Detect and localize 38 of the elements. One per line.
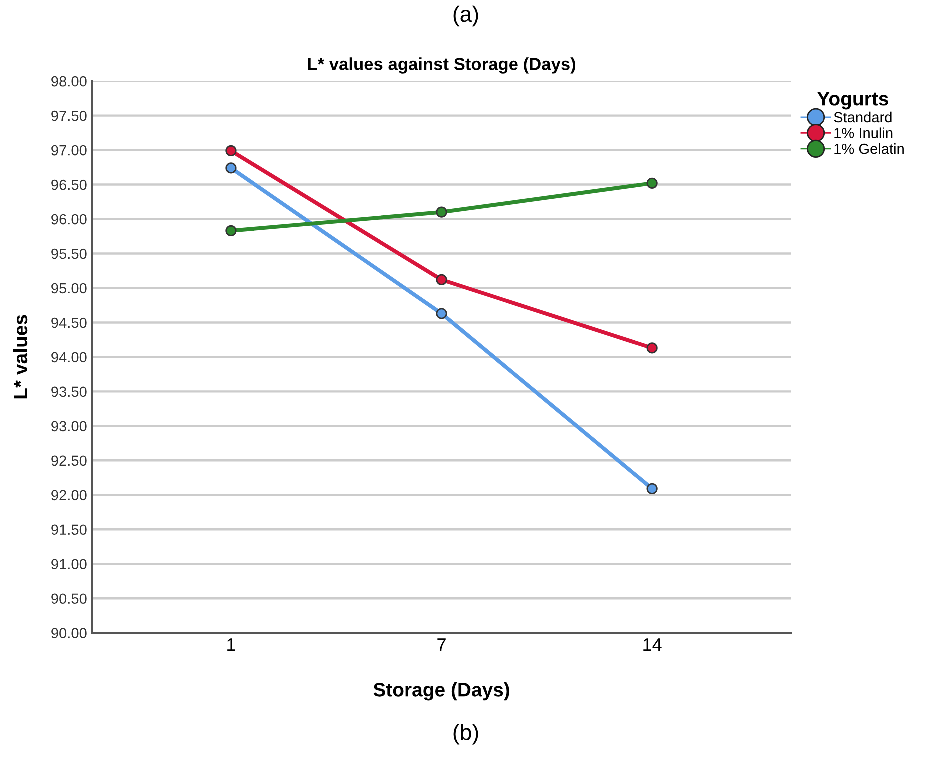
y-tick-label: 92.50 [52, 456, 87, 466]
y-tick-label: 96.00 [52, 214, 87, 225]
text: (b) [454, 724, 478, 745]
y-tick-label: 94.00 [52, 352, 87, 363]
y-tick-label: 95.50 [52, 248, 87, 260]
x-tick-label: 1 [228, 638, 236, 652]
y-tick-label: 94.50 [52, 318, 87, 328]
point [646, 178, 658, 189]
point [436, 274, 448, 286]
point [226, 145, 237, 157]
y-tick-label: 91.00 [52, 559, 87, 570]
legend-title: Yogurts [818, 92, 888, 110]
y-tick-label: 97.00 [52, 145, 87, 156]
legend-label: 1% Inulin [834, 128, 893, 138]
chart-title: L* values against Storage (Days) [308, 58, 576, 74]
y-tick-label: 90.00 [52, 628, 87, 639]
x-tick-label: 14 [644, 638, 662, 652]
y-tick-label: 90.50 [52, 594, 87, 604]
legend-label: 1% Gelatin [834, 143, 904, 154]
y-tick-label: 93.50 [52, 386, 87, 398]
y-tick-label: 96.50 [52, 180, 87, 190]
x-axis-title: Storage (Days) [374, 682, 510, 701]
x-tick-label: 7 [438, 638, 446, 652]
point [436, 206, 448, 218]
point [646, 342, 658, 354]
y-axis-title: L* values [13, 315, 28, 399]
y-tick-label: 98.00 [52, 76, 87, 87]
y-tick-label: 95.00 [52, 283, 87, 294]
point [226, 225, 237, 237]
y-tick-label: 91.50 [52, 524, 87, 536]
text: (a) [454, 6, 478, 27]
point [436, 308, 448, 320]
legend-label: Standard [834, 112, 892, 123]
y-tick-label: 93.00 [52, 421, 87, 432]
y-tick-label: 92.00 [52, 490, 87, 501]
point [646, 483, 658, 494]
y-tick-label: 97.50 [52, 110, 87, 122]
point [226, 162, 237, 174]
